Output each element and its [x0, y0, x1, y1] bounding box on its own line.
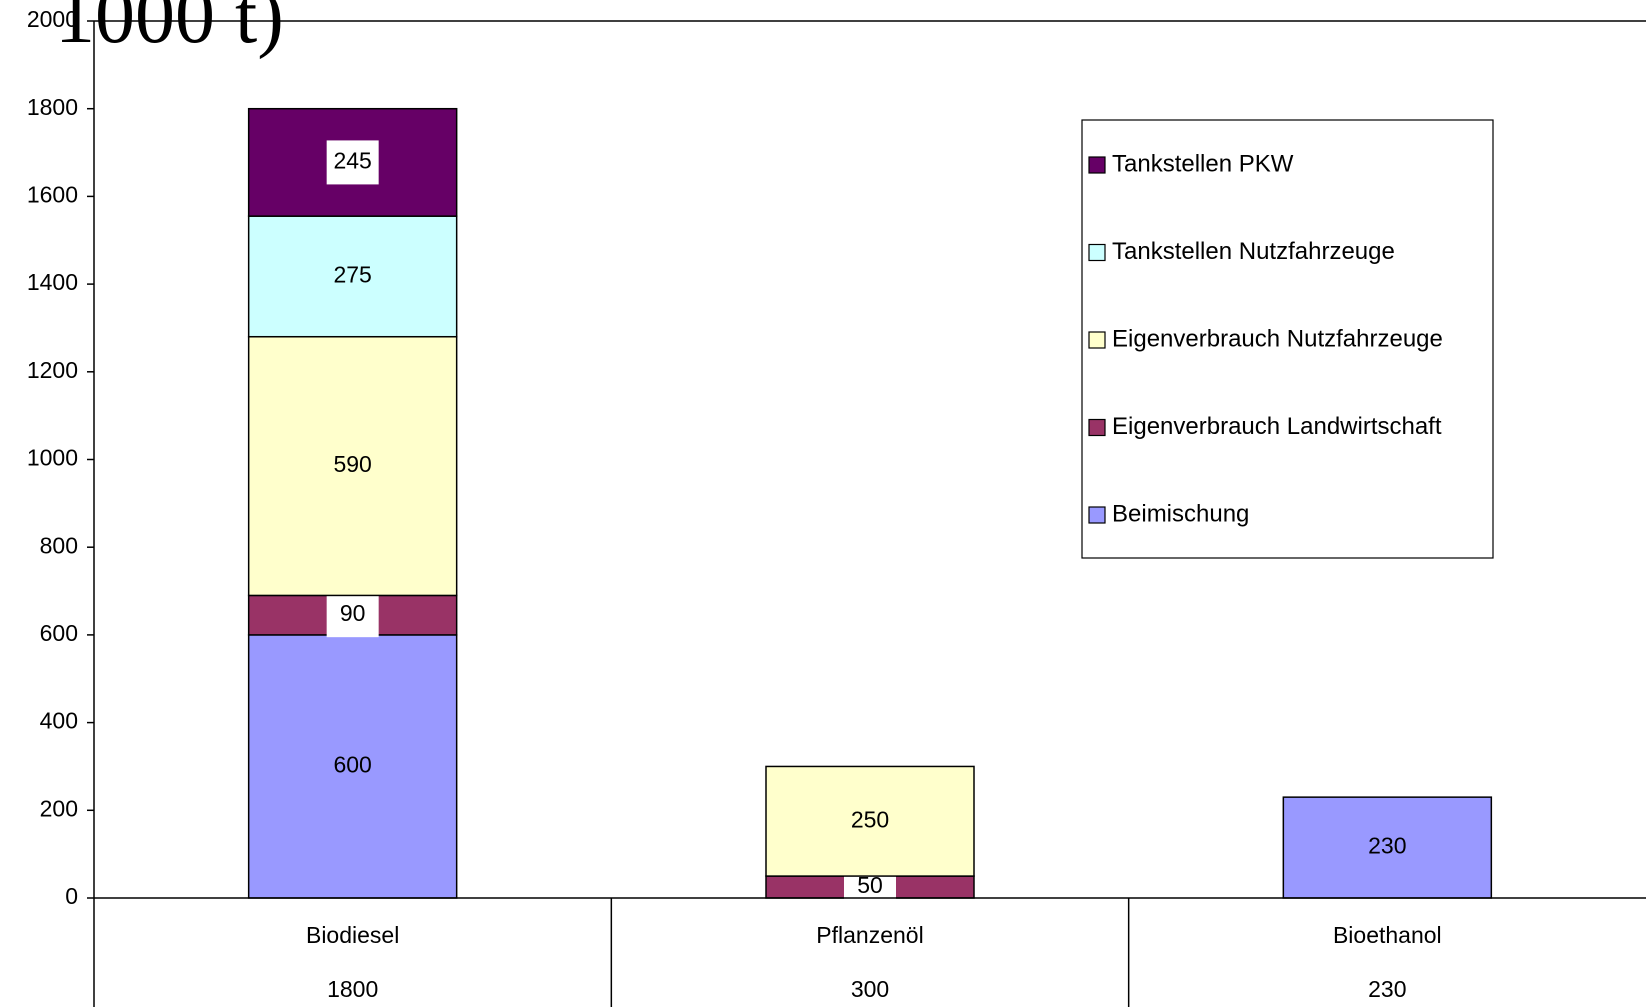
x-tick-label: Pflanzenöl	[816, 922, 923, 948]
bar-segment	[765, 765, 975, 877]
chart-title: 1000 t)	[55, 0, 284, 60]
y-tick-label: 1200	[27, 357, 78, 383]
y-tick-label: 1800	[27, 94, 78, 120]
x-tick-label: Biodiesel	[306, 922, 399, 948]
legend-swatch	[1088, 243, 1106, 262]
legend-swatch	[1088, 156, 1106, 174]
total-label: 300	[851, 976, 889, 1002]
legend-swatch	[1088, 506, 1106, 524]
bar-segment	[247, 215, 458, 338]
data-label-bg	[326, 140, 379, 185]
legend-swatch	[1088, 418, 1106, 437]
y-tick-label: 400	[40, 708, 78, 734]
legend-label: Eigenverbrauch Nutzfahrzeuge	[1112, 325, 1443, 352]
y-tick-label: 2000	[27, 6, 78, 32]
bar-segment	[247, 335, 458, 597]
data-label: 250	[851, 806, 889, 832]
data-label: 245	[333, 147, 371, 173]
y-tick-label: 1000	[27, 445, 78, 471]
data-label: 275	[333, 262, 371, 288]
legend-box	[1081, 119, 1494, 559]
y-tick-label: 200	[40, 795, 78, 821]
data-label-bg	[326, 593, 379, 638]
legend-label: Tankstellen PKW	[1112, 150, 1294, 177]
y-tick-label: 600	[40, 620, 78, 646]
data-label: 230	[1368, 833, 1406, 859]
data-label: 90	[340, 600, 366, 626]
y-tick-label: 800	[40, 532, 78, 558]
bar-segment	[1282, 796, 1493, 899]
y-tick-label: 1400	[27, 269, 78, 295]
legend-label: Tankstellen Nutzfahrzeuge	[1112, 238, 1395, 265]
data-label: 600	[333, 752, 371, 778]
total-label: 1800	[327, 976, 378, 1002]
legend-swatch	[1088, 331, 1106, 349]
legend-label: Eigenverbrauch Landwirtschaft	[1112, 413, 1442, 440]
x-tick-label: Bioethanol	[1333, 922, 1442, 948]
data-label: 590	[333, 451, 371, 477]
y-tick-label: 1600	[27, 181, 78, 207]
legend-label: Beimischung	[1112, 500, 1249, 527]
y-tick-label: 0	[65, 883, 78, 909]
total-label: 230	[1368, 976, 1406, 1002]
bar-segment	[247, 634, 458, 899]
